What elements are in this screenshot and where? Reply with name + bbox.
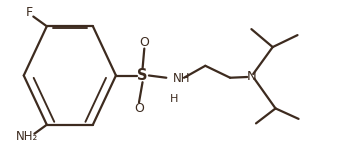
Text: O: O xyxy=(140,36,149,49)
Text: NH: NH xyxy=(173,72,190,85)
Text: NH₂: NH₂ xyxy=(16,130,38,143)
Text: S: S xyxy=(137,68,148,83)
Text: N: N xyxy=(246,70,256,83)
Text: O: O xyxy=(134,102,144,115)
Text: H: H xyxy=(170,94,178,104)
Text: F: F xyxy=(26,6,33,19)
